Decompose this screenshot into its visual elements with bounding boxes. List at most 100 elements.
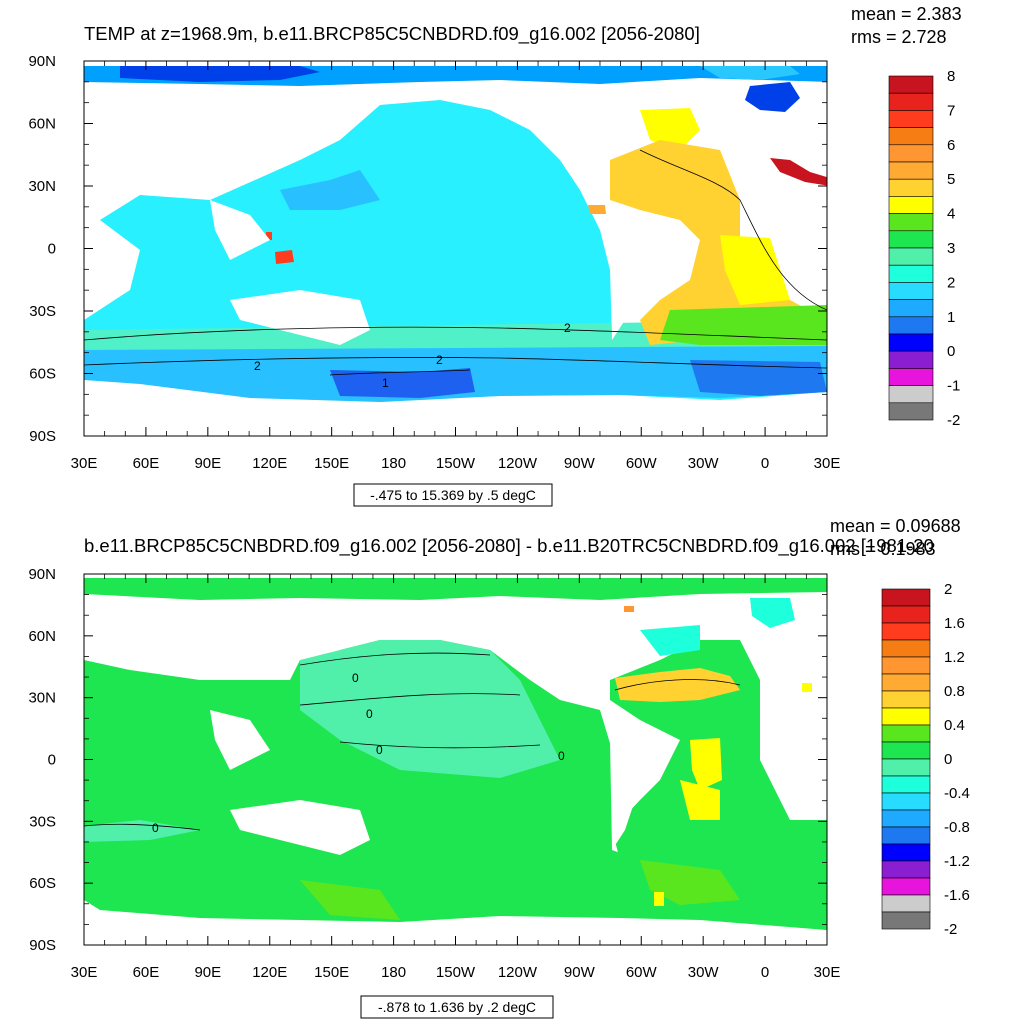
x-tick-label: 150E: [314, 455, 349, 472]
y-tick-label: 30N: [28, 690, 56, 707]
y-tick-label: 90N: [28, 53, 56, 70]
colorbar-label: -2: [944, 921, 957, 938]
y-tick-label: 60S: [29, 366, 56, 383]
colorbar-box: [881, 656, 931, 675]
colorbar-box: [888, 368, 934, 386]
colorbar-box: [881, 707, 931, 726]
x-tick-label: 30W: [688, 455, 720, 472]
panel-1-axes: 30E 60E 90E 120E 150E 180 150W 120W 90W 60W 30W 0 30…: [28, 53, 840, 472]
colorbar-label: -2: [947, 412, 960, 429]
panel-1-contour-label: 2: [564, 321, 571, 335]
panel-2-mean: mean = 0.09688: [830, 516, 961, 536]
panel-1-rms: rms = 2.728: [851, 27, 947, 47]
colorbar-box: [888, 385, 934, 404]
colorbar-box: [881, 622, 931, 641]
colorbar-box: [888, 333, 934, 352]
y-tick-label: 0: [48, 752, 56, 769]
colorbar-box: [888, 350, 934, 369]
colorbar-label: 5: [947, 171, 955, 188]
colorbar-box: [881, 877, 931, 896]
colorbar-label: -0.8: [944, 819, 970, 836]
colorbar-box: [881, 809, 931, 828]
colorbar-box: [888, 144, 934, 163]
colorbar-box: [881, 758, 931, 777]
panel-1-subtitle-box: -.475 to 15.369 by .5 degC: [353, 483, 553, 507]
panel-2-map: 0 0 0 0 0: [84, 574, 827, 945]
colorbar-box: [888, 110, 934, 128]
x-tick-label: 120E: [252, 455, 287, 472]
colorbar-box: [888, 316, 934, 335]
panel-1-contour-label: 2: [436, 353, 443, 367]
x-tick-label: 180: [381, 455, 406, 472]
colorbar-box: [881, 826, 931, 845]
x-tick-label: 60W: [626, 455, 658, 472]
panel-1-contour-label: 1: [382, 376, 389, 390]
y-tick-label: 30S: [29, 303, 56, 320]
colorbar-box: [881, 690, 931, 709]
y-tick-label: 90S: [29, 428, 56, 445]
panel-2-contour-label: 0: [352, 671, 359, 685]
colorbar-label: -1: [947, 378, 960, 395]
x-tick-label: 120W: [498, 455, 538, 472]
x-tick-label: 120W: [498, 964, 538, 981]
colorbar-box: [888, 230, 934, 249]
colorbar-label: 2: [944, 581, 952, 598]
y-tick-label: 0: [48, 241, 56, 258]
colorbar-box: [881, 911, 931, 930]
y-tick-label: 90N: [28, 566, 56, 583]
colorbar-box: [888, 213, 934, 232]
panel-1-contour-label: 2: [254, 359, 261, 373]
panel-2-title: b.e11.BRCP85C5CNBDRD.f09_g16.002 [2056-2…: [84, 535, 934, 557]
x-tick-label: 90E: [194, 964, 221, 981]
panel-1-subtitle: -.475 to 15.369 by .5 degC: [370, 487, 536, 503]
y-tick-label: 60S: [29, 875, 56, 892]
x-tick-label: 30E: [71, 455, 98, 472]
colorbar-label: 7: [947, 102, 955, 119]
x-tick-label: 60E: [133, 455, 160, 472]
colorbar-box: [881, 860, 931, 879]
colorbar-label: 2: [947, 274, 955, 291]
colorbar-box: [881, 605, 931, 624]
colorbar-box: [881, 639, 931, 658]
colorbar-box: [881, 673, 931, 692]
colorbar-box: [881, 775, 931, 794]
panel-2-contour-label: 0: [152, 821, 159, 835]
panel-2-contour-label: 0: [366, 707, 373, 721]
x-tick-label: 150W: [436, 964, 476, 981]
colorbar-box: [881, 894, 931, 913]
y-tick-label: 30S: [29, 813, 56, 830]
x-tick-label: 150W: [436, 455, 476, 472]
colorbar-box: [888, 264, 934, 283]
colorbar-box: [888, 247, 934, 266]
colorbar-label: 0: [947, 343, 955, 360]
x-tick-label: 90W: [564, 455, 596, 472]
panel-2-subtitle-box: -.878 to 1.636 by .2 degC: [360, 995, 554, 1019]
colorbar-label: 1.2: [944, 649, 965, 666]
panel-2-rms: rms = 0.1983: [830, 539, 936, 559]
x-tick-label: 120E: [252, 964, 287, 981]
x-tick-label: 30E: [71, 964, 98, 981]
colorbar-label: 1.6: [944, 615, 965, 632]
colorbar-label: 3: [947, 240, 955, 257]
x-tick-label: 30E: [814, 455, 841, 472]
panel-1: TEMP at z=1968.9m, b.e11.BRCP85C5CNBDRD.…: [28, 4, 962, 507]
y-tick-label: 60N: [28, 116, 56, 133]
panel-1-title: TEMP at z=1968.9m, b.e11.BRCP85C5CNBDRD.…: [84, 23, 700, 45]
x-tick-label: 60E: [133, 964, 160, 981]
panel-2-contour-label: 0: [558, 749, 565, 763]
panel-2-subtitle: -.878 to 1.636 by .2 degC: [378, 999, 536, 1015]
x-tick-label: 30E: [814, 964, 841, 981]
x-tick-label: 90W: [564, 964, 596, 981]
colorbar-label: -1.2: [944, 853, 970, 870]
x-tick-label: 0: [761, 964, 769, 981]
colorbar-label: 0.8: [944, 683, 965, 700]
x-tick-label: 0: [761, 455, 769, 472]
colorbar-box: [881, 724, 931, 743]
colorbar-box: [881, 588, 931, 607]
x-tick-label: 150E: [314, 964, 349, 981]
panel-1-colorbar: 8 7 6 5 4 3 2 1 0 -1 -2: [888, 68, 960, 429]
colorbar-box: [888, 161, 934, 180]
x-tick-label: 90E: [194, 455, 221, 472]
panel-2-axes: 30E 60E 90E 120E 150E 180 150W 120W 90W 60W 30W 0 30…: [28, 566, 840, 981]
